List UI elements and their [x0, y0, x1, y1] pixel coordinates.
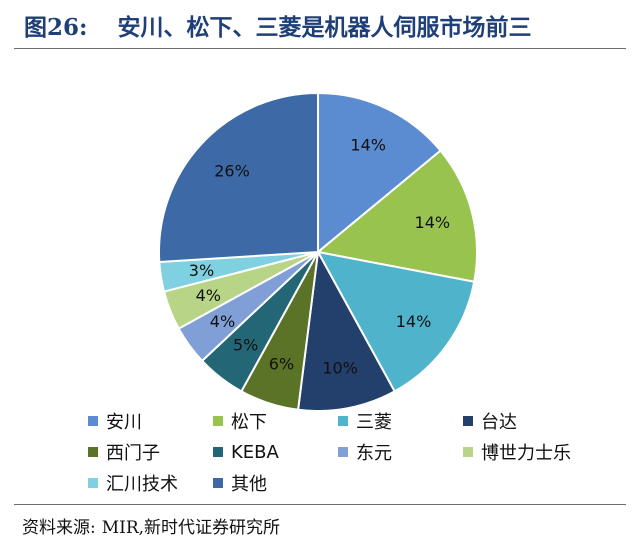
legend-swatch-7	[463, 447, 473, 457]
legend-item-2: 三菱	[338, 408, 463, 434]
legend-item-5: KEBA	[213, 439, 338, 465]
legend-item-9: 其他	[213, 470, 338, 496]
figure-title-text: 安川、松下、三菱是机器人伺服市场前三	[117, 14, 532, 41]
legend-label-6: 东元	[356, 443, 392, 464]
pie-slices	[157, 91, 478, 410]
top-divider	[14, 48, 626, 49]
legend-label-2: 三菱	[356, 412, 392, 433]
legend-item-1: 松下	[213, 408, 338, 434]
data-label-5: 5%	[233, 336, 258, 355]
data-label-0: 14%	[350, 136, 386, 155]
legend-label-5: KEBA	[231, 441, 279, 463]
figure-title: 图26: 安川、松下、三菱是机器人伺服市场前三	[24, 8, 532, 42]
data-label-4: 6%	[269, 355, 294, 374]
legend-swatch-3	[463, 416, 473, 426]
pie-data-labels: 14% 14% 14% 10% 6% 5% 4% 4% 3% 26%	[189, 136, 450, 378]
data-label-8: 3%	[189, 261, 214, 280]
data-label-1: 14%	[415, 213, 451, 232]
legend-label-3: 台达	[481, 412, 517, 433]
pie-slice-2	[316, 250, 476, 393]
legend-swatch-9	[213, 478, 223, 488]
legend-item-7: 博世力士乐	[463, 439, 603, 465]
source-text: MIR,新时代证券研究所	[101, 518, 281, 538]
legend-label-9: 其他	[231, 474, 267, 495]
legend-label-1: 松下	[231, 412, 267, 433]
bottom-divider	[14, 504, 626, 505]
legend-item-6: 东元	[338, 439, 463, 465]
legend-item-0: 安川	[88, 408, 213, 434]
data-label-9: 26%	[214, 162, 250, 181]
pie-slice-9	[157, 91, 319, 264]
data-label-2: 14%	[396, 312, 432, 331]
data-label-3: 10%	[322, 358, 358, 377]
chart-legend: 安川 松下 三菱 台达西门子 KEBA 东元 博世力士乐汇川技术 其他	[88, 408, 628, 496]
pie-slice-0	[317, 91, 442, 255]
legend-item-8: 汇川技术	[88, 470, 213, 496]
legend-swatch-8	[88, 478, 98, 488]
legend-label-4: 西门子	[106, 443, 160, 464]
legend-swatch-5	[213, 447, 223, 457]
legend-swatch-0	[88, 416, 98, 426]
pie-chart: 14% 14% 14% 10% 6% 5% 4% 4% 3% 26%	[157, 91, 478, 410]
legend-swatch-2	[338, 416, 348, 426]
legend-item-4: 西门子	[88, 439, 213, 465]
legend-swatch-4	[88, 447, 98, 457]
legend-label-8: 汇川技术	[106, 474, 178, 495]
legend-label-0: 安川	[106, 412, 142, 433]
legend-swatch-1	[213, 416, 223, 426]
source-label: 资料来源:	[22, 518, 96, 538]
source-note: 资料来源: MIR,新时代证券研究所	[22, 513, 280, 538]
legend-swatch-6	[338, 447, 348, 457]
data-label-6: 4%	[210, 312, 235, 331]
legend-label-7: 博世力士乐	[481, 443, 571, 464]
data-label-7: 4%	[196, 286, 221, 305]
legend-item-3: 台达	[463, 408, 603, 434]
pie-slice-3	[297, 248, 396, 410]
pie-slice-1	[315, 149, 478, 283]
figure-number: 图26:	[24, 14, 88, 41]
